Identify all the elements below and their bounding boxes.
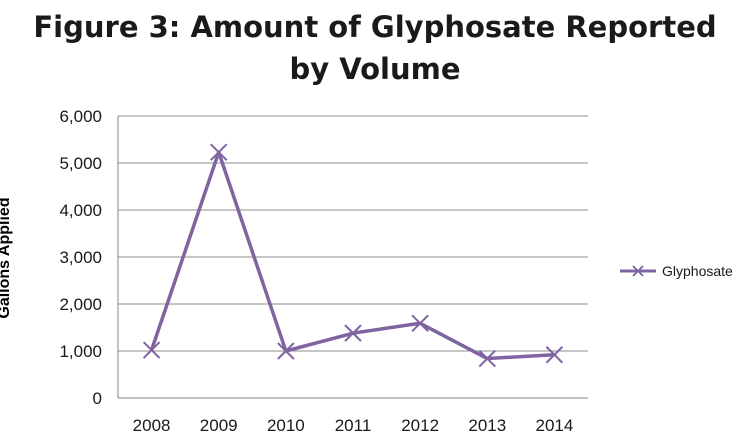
x-tick-label: 2014 xyxy=(536,416,574,435)
gridlines xyxy=(118,115,588,399)
y-axis-ticks: 0 1,000 2,000 3,000 4,000 5,000 6,000 xyxy=(59,107,102,408)
x-tick-label: 2011 xyxy=(335,416,372,435)
chart-title-line-1: Figure 3: Amount of Glyphosate Reported xyxy=(33,10,717,44)
x-tick-label: 2008 xyxy=(133,416,171,435)
data-point-marker xyxy=(277,342,295,360)
data-point-marker xyxy=(142,341,161,359)
y-tick-label: 3,000 xyxy=(59,248,102,267)
y-tick-label: 2,000 xyxy=(59,295,102,314)
x-tick-label: 2009 xyxy=(200,416,238,435)
data-point-marker xyxy=(210,143,228,161)
chart-title-line-2: by Volume xyxy=(289,52,461,86)
x-tick-label: 2012 xyxy=(401,416,439,435)
y-tick-label: 6,000 xyxy=(59,107,102,126)
y-tick-label: 1,000 xyxy=(59,342,102,361)
y-tick-label: 0 xyxy=(93,389,102,408)
data-point-marker xyxy=(478,349,496,368)
y-tick-label: 4,000 xyxy=(59,201,102,220)
legend-swatch xyxy=(620,265,656,277)
legend-label: Glyphosate xyxy=(662,263,733,279)
y-axis-label: Gallons Applied xyxy=(0,197,13,319)
series-line xyxy=(149,150,555,361)
x-tick-label: 2013 xyxy=(468,416,506,435)
chart-title: Figure 3: Amount of Glyphosate Reported … xyxy=(0,6,750,90)
x-axis-ticks: 2008 2009 2010 2011 2012 2013 2014 xyxy=(133,416,574,435)
y-tick-label: 5,000 xyxy=(59,154,102,173)
x-tick-label: 2010 xyxy=(267,416,305,435)
data-point-marker xyxy=(344,324,362,342)
legend-x-marker xyxy=(632,265,644,277)
series-layer xyxy=(142,143,564,368)
legend: Glyphosate xyxy=(618,261,733,281)
data-point-marker xyxy=(545,346,564,364)
data-point-marker xyxy=(411,314,429,332)
